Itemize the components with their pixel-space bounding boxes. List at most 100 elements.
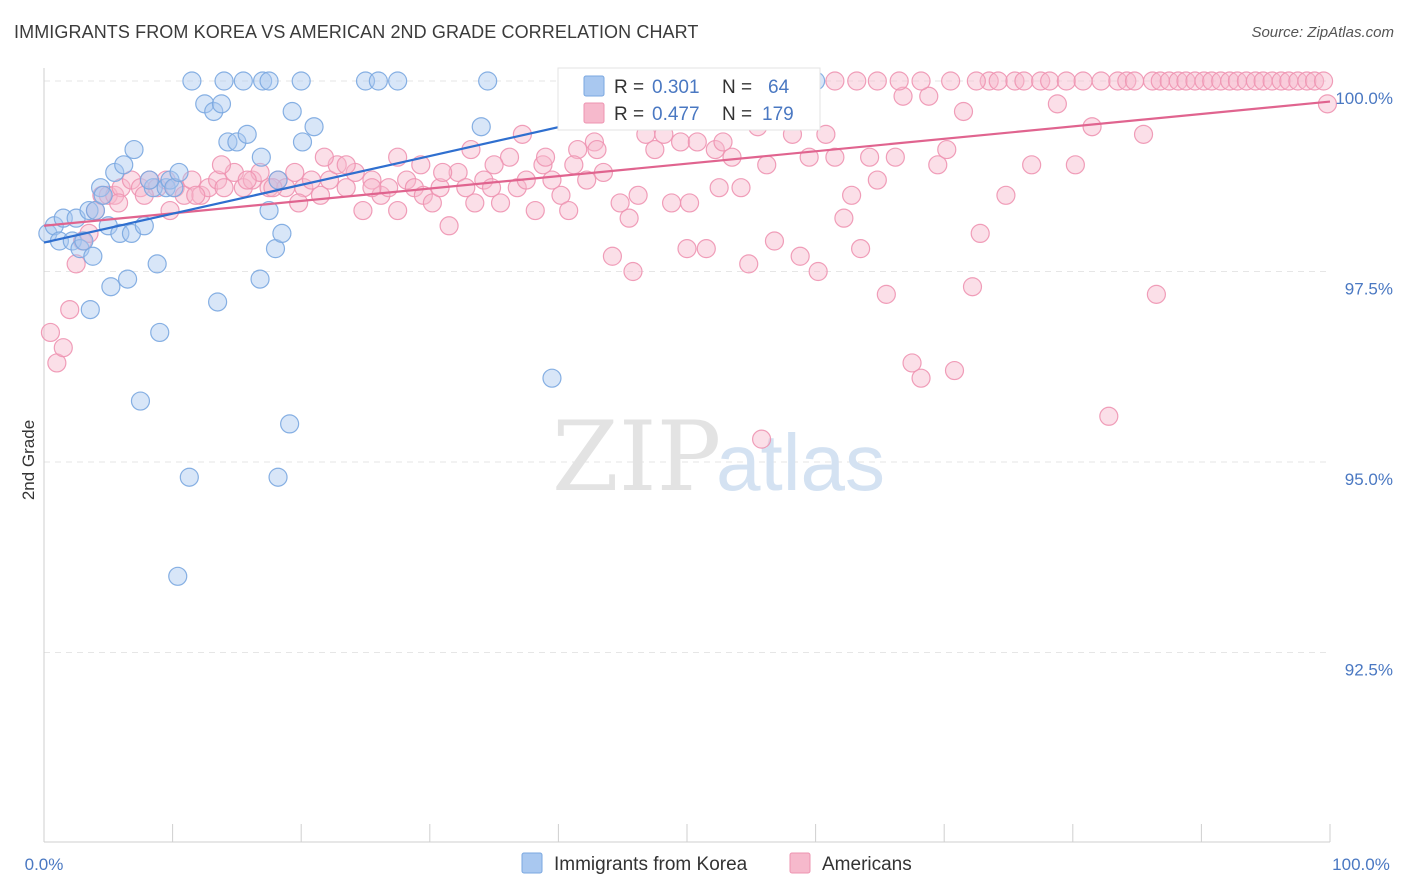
legend-label-korea: Immigrants from Korea: [554, 854, 748, 875]
american-point-99: [867, 170, 887, 190]
american-point-140: [1220, 71, 1240, 91]
american-point-178: [314, 147, 334, 167]
american-point-77: [679, 193, 700, 213]
american-point-51: [456, 178, 476, 198]
y-tick-label-1: 97.5%: [1345, 280, 1393, 299]
american-point-97: [851, 239, 871, 259]
american-point-70: [619, 208, 639, 228]
american-point-129: [1124, 71, 1145, 91]
american-point-23: [214, 178, 234, 198]
american-point-79: [696, 239, 716, 259]
american-point-172: [461, 139, 481, 160]
korea-point-47: [272, 223, 292, 243]
american-point-155: [825, 71, 845, 91]
american-point-110: [962, 277, 983, 297]
american-point-81: [713, 132, 733, 152]
korea-point-41: [250, 269, 270, 289]
american-point-98: [860, 147, 880, 167]
korea-point-23: [150, 322, 170, 343]
american-point-181: [237, 170, 257, 190]
american-point-164: [709, 178, 729, 198]
source-credit: Source: ZipAtlas.com: [1251, 24, 1394, 41]
korea-point-50: [304, 117, 324, 137]
american-point-154: [751, 429, 772, 449]
y-tick-labels: 100.0% 97.5% 95.0% 92.5%: [1335, 89, 1393, 680]
american-point-68: [602, 246, 623, 266]
american-point-167: [587, 139, 607, 160]
korea-point-35: [204, 101, 224, 122]
stats-n-value-american: 179: [762, 104, 794, 125]
korea-point-48: [282, 101, 302, 122]
korea-point-39: [237, 124, 257, 144]
korea-point-57: [291, 71, 311, 91]
american-point-168: [564, 155, 584, 175]
korea-point-66: [542, 368, 562, 388]
american-point-114: [996, 185, 1016, 205]
korea-point-16: [114, 155, 134, 175]
american-point-106: [928, 155, 948, 175]
korea-point-31: [130, 391, 151, 411]
american-point-40: [362, 170, 382, 190]
american-point-128: [1117, 71, 1137, 91]
american-point-156: [847, 71, 867, 91]
korea-point-51: [280, 414, 300, 434]
american-point-143: [1245, 71, 1266, 91]
korea-point-43: [251, 147, 271, 167]
american-point-104: [911, 368, 931, 388]
american-point-49: [439, 216, 459, 236]
stats-swatch-korea: [583, 75, 605, 97]
korea-points: [38, 71, 826, 586]
american-point-124: [1082, 117, 1102, 137]
american-point-3: [60, 300, 80, 320]
american-point-84: [739, 254, 759, 274]
stats-n-value-korea: 64: [768, 77, 790, 98]
x-tick-label-left: 0.0%: [25, 855, 64, 874]
korea-point-12: [93, 185, 113, 205]
american-point-87: [764, 231, 785, 251]
american-point-50: [448, 162, 468, 183]
korea-point-61: [471, 117, 491, 137]
american-point-101: [885, 147, 905, 167]
american-point-83: [731, 178, 751, 198]
american-point-169: [535, 147, 556, 167]
american-point-131: [1142, 71, 1163, 91]
american-point-159: [911, 71, 931, 91]
korea-point-29: [179, 467, 199, 487]
korea-point-24: [147, 254, 167, 274]
american-point-20: [191, 185, 211, 205]
american-point-108: [944, 360, 965, 381]
american-point-158: [889, 71, 909, 91]
american-point-102: [893, 86, 913, 106]
american-point-76: [670, 132, 691, 152]
korea-point-10: [85, 200, 106, 221]
korea-point-40: [208, 292, 228, 312]
american-point-66: [584, 132, 605, 152]
american-point-56: [499, 147, 520, 167]
stats-r-value-korea: 0.301: [652, 77, 700, 98]
american-point-137: [1194, 71, 1214, 91]
legend-swatch-korea: [521, 852, 543, 874]
korea-point-7: [74, 231, 94, 251]
american-point-122: [1065, 155, 1085, 175]
american-point-92: [808, 261, 828, 282]
american-point-176: [362, 178, 382, 198]
american-point-52: [465, 193, 485, 213]
korea-point-33: [80, 300, 100, 320]
american-point-82: [722, 147, 742, 167]
american-point-179: [289, 193, 309, 213]
american-point-100: [876, 284, 896, 304]
american-point-113: [988, 71, 1008, 91]
american-point-123: [1073, 71, 1093, 91]
american-point-63: [559, 200, 579, 221]
american-point-69: [610, 193, 630, 213]
korea-point-36: [211, 94, 232, 114]
series-legend: Immigrants from Korea Americans: [521, 852, 912, 875]
american-point-116: [1014, 71, 1034, 91]
american-point-4: [66, 254, 86, 274]
american-point-44: [397, 170, 417, 190]
axes: [43, 68, 1331, 843]
korea-point-55: [233, 71, 253, 91]
y-tick-label-0: 100.0%: [1335, 89, 1393, 108]
legend-label-american: Americans: [822, 854, 912, 875]
y-tick-label-3: 92.5%: [1345, 661, 1393, 680]
